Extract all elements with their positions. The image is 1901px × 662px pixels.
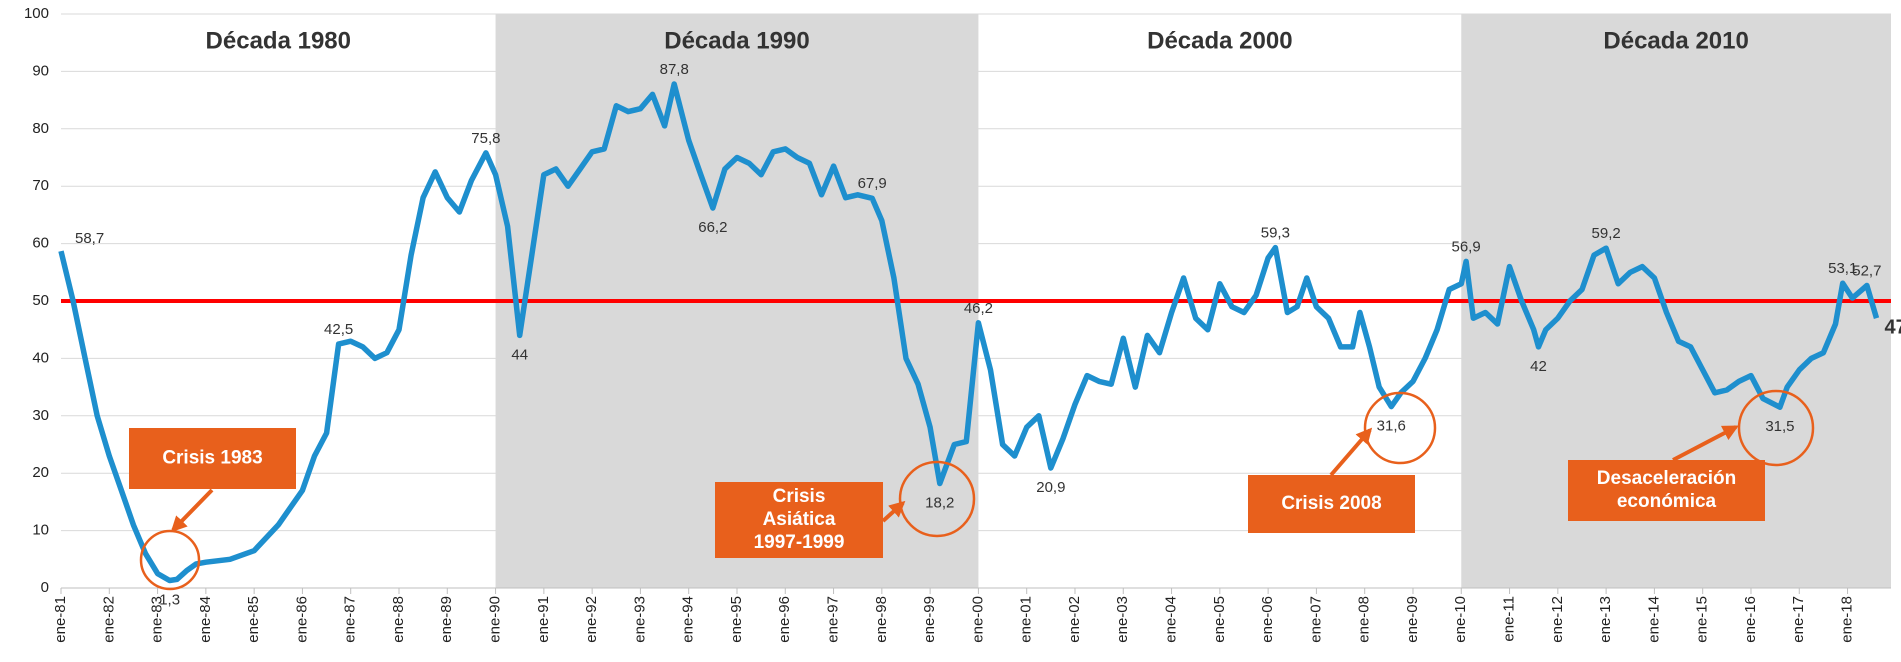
value-label: 58,7 [75,230,104,247]
x-tick-label: ene-92 [583,596,600,643]
y-tick-label: 50 [32,292,49,309]
decade-label: Década 1980 [206,27,351,54]
x-tick-label: ene-01 [1018,596,1035,643]
x-tick-label: ene-88 [390,596,407,643]
x-tick-label: ene-16 [1742,596,1759,643]
value-label: 20,9 [1036,479,1065,496]
x-tick-label: ene-15 [1694,596,1711,643]
y-tick-label: 30 [32,407,49,424]
annotation-text: Crisis 2008 [1281,493,1381,514]
x-tick-label: ene-96 [776,596,793,643]
value-label: 67,9 [858,175,887,192]
x-tick-label: ene-84 [197,596,214,643]
value-label: 42 [1530,358,1547,375]
value-label: 31,5 [1765,418,1794,435]
annotation-box [1568,460,1765,521]
decade-label: Década 2010 [1603,27,1748,54]
annotation-box [715,482,883,558]
value-label: 47,0 [1885,317,1901,339]
annotation-arrow [170,488,214,533]
x-tick-label: ene-18 [1839,596,1856,643]
x-tick-label: ene-03 [1114,596,1131,643]
x-tick-label: ene-11 [1501,596,1518,642]
value-label: 44 [511,346,528,363]
y-tick-label: 10 [32,522,49,539]
annotation-text: Desaceleración [1597,468,1736,489]
x-tick-label: ene-06 [1259,596,1276,643]
y-tick-label: 60 [32,235,49,252]
x-tick-label: ene-89 [438,596,455,643]
x-tick-label: ene-87 [342,596,359,643]
y-tick-label: 20 [32,464,49,481]
value-label: 56,9 [1451,238,1480,255]
value-label: 53,1 [1828,260,1857,277]
x-tick-label: ene-13 [1597,596,1614,643]
decade-label: Década 2000 [1147,27,1292,54]
value-label: 59,2 [1592,225,1621,242]
x-tick-label: ene-93 [631,596,648,643]
annotation-arrow [1672,425,1739,462]
x-tick-label: ene-08 [1356,596,1373,643]
value-label: 52,7 [1852,262,1881,279]
y-tick-label: 80 [32,120,49,137]
highlight-circle [1737,389,1815,467]
annotation-text: Crisis [773,486,826,507]
x-tick-label: ene-83 [149,596,166,643]
x-tick-label: ene-90 [487,596,504,643]
highlight-circle [139,529,201,591]
data-line [58,81,1880,584]
value-label: 87,8 [660,61,689,78]
x-tick-label: ene-12 [1549,596,1566,643]
annotation-text: económica [1617,491,1717,512]
x-tick-label: ene-00 [969,596,986,643]
annotation-text: Asiática [763,509,836,530]
x-tick-label: ene-91 [535,596,552,643]
value-label: 66,2 [698,219,727,236]
annotation-text: Crisis 1983 [162,448,262,469]
value-label: 75,8 [471,130,500,147]
x-tick-label: ene-94 [680,596,697,643]
x-tick-label: ene-81 [52,596,69,643]
x-tick-label: ene-07 [1307,596,1324,643]
x-tick-label: ene-98 [873,596,890,643]
x-tick-label: ene-14 [1645,596,1662,643]
highlight-circle [898,460,976,538]
x-tick-label: ene-86 [293,596,310,643]
value-label: 46,2 [964,300,993,317]
y-tick-label: 90 [32,62,49,79]
annotation-arrow [1329,427,1373,477]
x-tick-label: ene-17 [1790,596,1807,643]
value-label: 18,2 [925,495,954,512]
x-tick-label: ene-02 [1066,596,1083,643]
x-tick-label: ene-82 [100,596,117,643]
x-tick-label: ene-04 [1163,596,1180,643]
x-tick-label: ene-97 [825,596,842,643]
x-tick-label: ene-05 [1211,596,1228,643]
y-tick-label: 100 [24,5,49,22]
y-tick-label: 0 [41,579,49,596]
x-tick-label: ene-99 [921,596,938,643]
annotation-box [129,428,296,489]
x-tick-label: ene-95 [728,596,745,643]
x-tick-label: ene-10 [1452,596,1469,643]
value-label: 1,3 [159,592,180,609]
value-label: 31,6 [1377,418,1406,435]
annotation-text: 1997-1999 [754,532,845,553]
annotation-box [1248,475,1415,533]
y-tick-label: 70 [32,177,49,194]
decade-label: Década 1990 [664,27,809,54]
annotation-arrow [881,500,906,523]
value-label: 59,3 [1261,225,1290,242]
x-tick-label: ene-85 [245,596,262,643]
y-tick-label: 40 [32,349,49,366]
value-label: 42,5 [324,321,353,338]
x-tick-label: ene-09 [1404,596,1421,643]
